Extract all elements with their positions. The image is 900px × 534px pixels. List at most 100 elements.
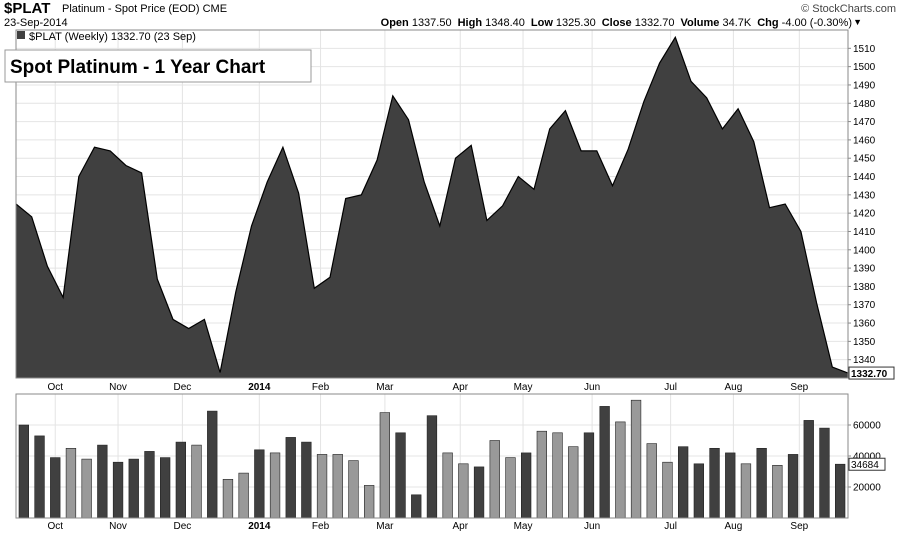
volume-bar (583, 432, 595, 519)
volume-bar (772, 464, 783, 519)
volume-bar (144, 451, 155, 519)
volume-bar (34, 435, 45, 519)
chart-title: Spot Platinum - 1 Year Chart (10, 57, 266, 78)
volume-bar (348, 460, 359, 519)
price-tick-label: 1360 (853, 319, 876, 330)
price-tick-label: 1410 (853, 227, 876, 238)
volume-bar (238, 472, 249, 519)
price-line (15, 35, 849, 374)
volume-bar (50, 457, 61, 519)
quote-high-label: High (457, 17, 483, 29)
volume-x-label: 2014 (248, 521, 271, 532)
volume-bar (97, 444, 108, 519)
title-box (4, 49, 312, 83)
price-x-label: Jul (664, 382, 677, 393)
volume-bar (207, 410, 218, 519)
volume-bar (442, 452, 453, 519)
quote-chg-value: -4.00 (-0.30%) (778, 17, 852, 29)
price-tick-label: 1510 (853, 44, 876, 55)
volume-bar (615, 421, 626, 519)
symbol: $PLAT (4, 0, 51, 17)
volume-bar (552, 432, 563, 519)
volume-bar (458, 463, 469, 519)
volume-bar (505, 457, 516, 519)
volume-bar (536, 430, 547, 519)
price-area (16, 37, 848, 379)
volume-x-label: Oct (47, 521, 63, 532)
last-volume-tag (848, 457, 886, 471)
volume-bar (411, 494, 422, 519)
volume-bar (254, 449, 265, 519)
volume-x-label: Sep (790, 521, 808, 532)
volume-x-label: Dec (174, 521, 192, 532)
instrument-title: Platinum - Spot Price (EOD) (62, 3, 200, 15)
volume-bar (160, 457, 171, 519)
volume-bar (568, 446, 579, 519)
volume-bar (740, 463, 752, 519)
volume-bar (269, 452, 281, 519)
volume-bar (65, 447, 77, 519)
brand-link[interactable]: © StockCharts.com (801, 3, 896, 15)
price-x-label: Mar (376, 382, 394, 393)
volume-bar (693, 463, 704, 519)
volume-bar (81, 458, 92, 519)
price-x-label: Oct (47, 382, 63, 393)
price-x-label: Jun (584, 382, 600, 393)
volume-bar (18, 424, 29, 519)
price-tick-label: 1340 (853, 355, 876, 366)
instrument-name: Platinum - Spot Price (EOD) CME (62, 3, 227, 15)
exchange: CME (202, 3, 228, 15)
volume-x-label: Aug (725, 521, 743, 532)
chevron-down-icon[interactable]: ▼ (853, 17, 862, 27)
last-volume-label: 34684 (851, 460, 879, 471)
volume-bar (599, 406, 610, 519)
quote-high-value: 1348.40 (482, 17, 525, 29)
volume-bar (301, 441, 312, 519)
price-tick-label: 1470 (853, 117, 876, 128)
volume-bar (473, 466, 485, 519)
volume-x-label: Jun (584, 521, 600, 532)
price-x-label: Feb (312, 382, 330, 393)
volume-bar (363, 485, 375, 519)
volume-bar (819, 427, 830, 519)
price-x-label: 2014 (248, 382, 271, 393)
volume-x-label: Jul (664, 521, 677, 532)
quote-open-value: 1337.50 (408, 17, 452, 29)
volume-bar (426, 415, 438, 519)
volume-bar (222, 478, 234, 519)
quote-bar: Open 1337.50 High 1348.40 Low 1325.30 Close… (375, 17, 862, 29)
last-price-tag (848, 366, 895, 380)
price-x-label: Aug (725, 382, 743, 393)
price-tick-label: 1370 (853, 300, 876, 311)
volume-bar (646, 443, 657, 519)
volume-bar (520, 452, 532, 519)
price-tick-label: 1480 (853, 99, 876, 110)
quote-chg-label: Chg (757, 17, 779, 29)
price-panel-border (15, 29, 849, 379)
price-x-label: Apr (452, 382, 468, 393)
price-tick-label: 1440 (853, 172, 876, 183)
volume-bar (725, 452, 736, 519)
volume-bar (756, 447, 767, 519)
volume-bar (285, 437, 296, 519)
price-tick-label: 1400 (853, 245, 876, 256)
quote-date: 23-Sep-2014 (4, 17, 68, 29)
volume-bar (787, 454, 799, 519)
price-tick-label: 1450 (853, 154, 876, 165)
volume-bar (803, 420, 814, 519)
volume-bar (191, 444, 202, 519)
price-tick-label: 1350 (853, 337, 876, 348)
volume-tick-label: 20000 (853, 483, 881, 494)
price-tick-label: 1460 (853, 135, 876, 146)
volume-bar (709, 447, 720, 519)
price-tick-label: 1380 (853, 282, 876, 293)
volume-bar (379, 412, 390, 519)
quote-volume-value: 34.7K (719, 17, 752, 29)
volume-x-label: Mar (376, 521, 394, 532)
price-x-label: Sep (790, 382, 808, 393)
price-tick-label: 1430 (853, 190, 876, 201)
price-x-label: Dec (174, 382, 192, 393)
volume-x-label: May (514, 521, 533, 532)
volume-bar (834, 463, 846, 519)
legend-swatch (17, 31, 25, 39)
